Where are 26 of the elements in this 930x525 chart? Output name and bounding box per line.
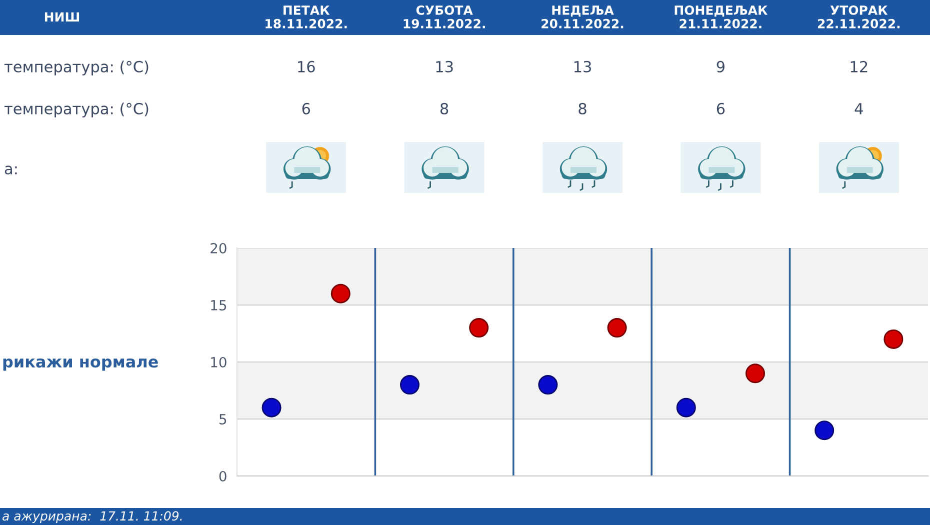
data-label: 13 (574, 60, 591, 72)
data-label: 13 (436, 60, 453, 72)
text: УТОРАК 22.11.2022. (818, 5, 900, 28)
text: СУБОТА 19.11.2022. (404, 5, 485, 28)
data-label: 9 (716, 60, 724, 72)
text: а ажурирана: 17.11. 11:09. (2, 511, 182, 524)
text: ПОНЕДЕЉАК 21.11.2022. (674, 5, 768, 28)
y-tick-label: 20 (210, 242, 226, 254)
text: ПЕТАК 18.11.2022. (266, 6, 347, 28)
data-label: 8 (578, 102, 586, 114)
text: НЕДЕЉА 20.11.2022. (542, 6, 624, 28)
text: температура: (°C) (4, 60, 148, 76)
text: рикажи нормале (3, 358, 158, 371)
y-tick-label: 5 (220, 414, 226, 424)
data-label: 6 (716, 102, 725, 114)
text: НИШ (44, 12, 80, 22)
data-label: 6 (302, 102, 310, 114)
data-label: 4 (854, 103, 863, 114)
y-tick-label: 0 (219, 470, 226, 482)
y-tick-label: 10 (211, 356, 226, 368)
data-label: 12 (850, 60, 868, 72)
text: температура: (°C) (4, 102, 148, 118)
data-label: 16 (298, 60, 315, 72)
y-tick-label: 15 (211, 300, 226, 310)
text: а: (4, 166, 17, 174)
data-label: 8 (440, 102, 448, 114)
